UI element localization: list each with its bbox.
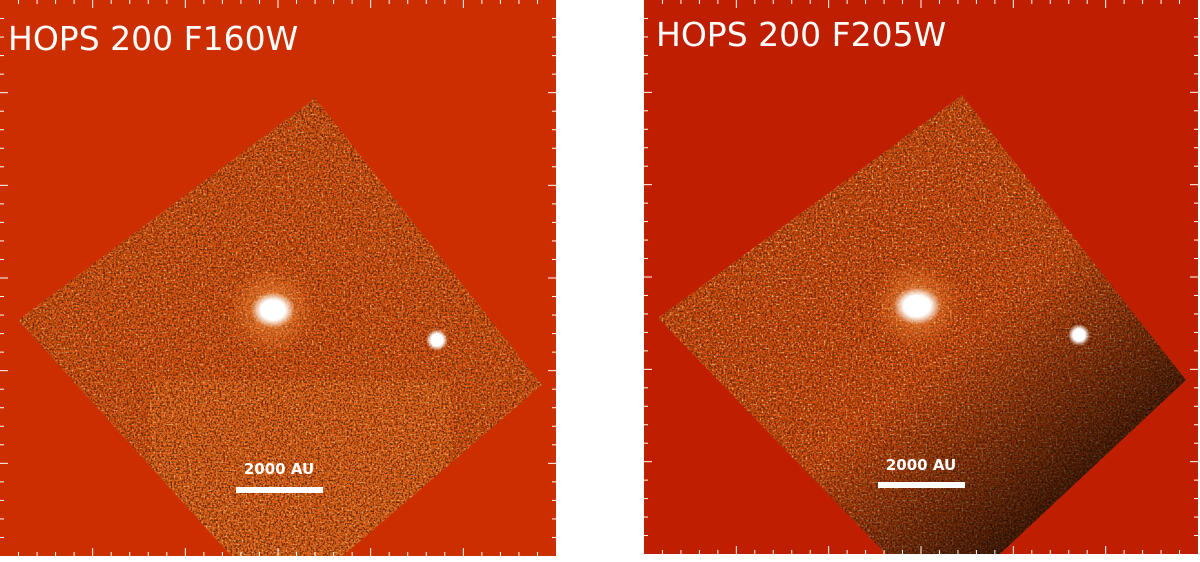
source [1068, 324, 1090, 346]
scale-label: 2000 AU [244, 460, 314, 478]
source [251, 292, 295, 328]
panel-f160w: HOPS 200 F160W 2000 AU [0, 0, 556, 556]
scale-bar [236, 487, 323, 493]
scale-label: 2000 AU [886, 456, 956, 474]
source [426, 329, 448, 351]
panel-f205w: HOPS 200 F205W 2000 AU [644, 0, 1198, 554]
panel-title: HOPS 200 F205W [656, 15, 946, 54]
panel-title: HOPS 200 F160W [8, 19, 298, 58]
scale-bar [878, 482, 965, 488]
source [893, 287, 941, 325]
